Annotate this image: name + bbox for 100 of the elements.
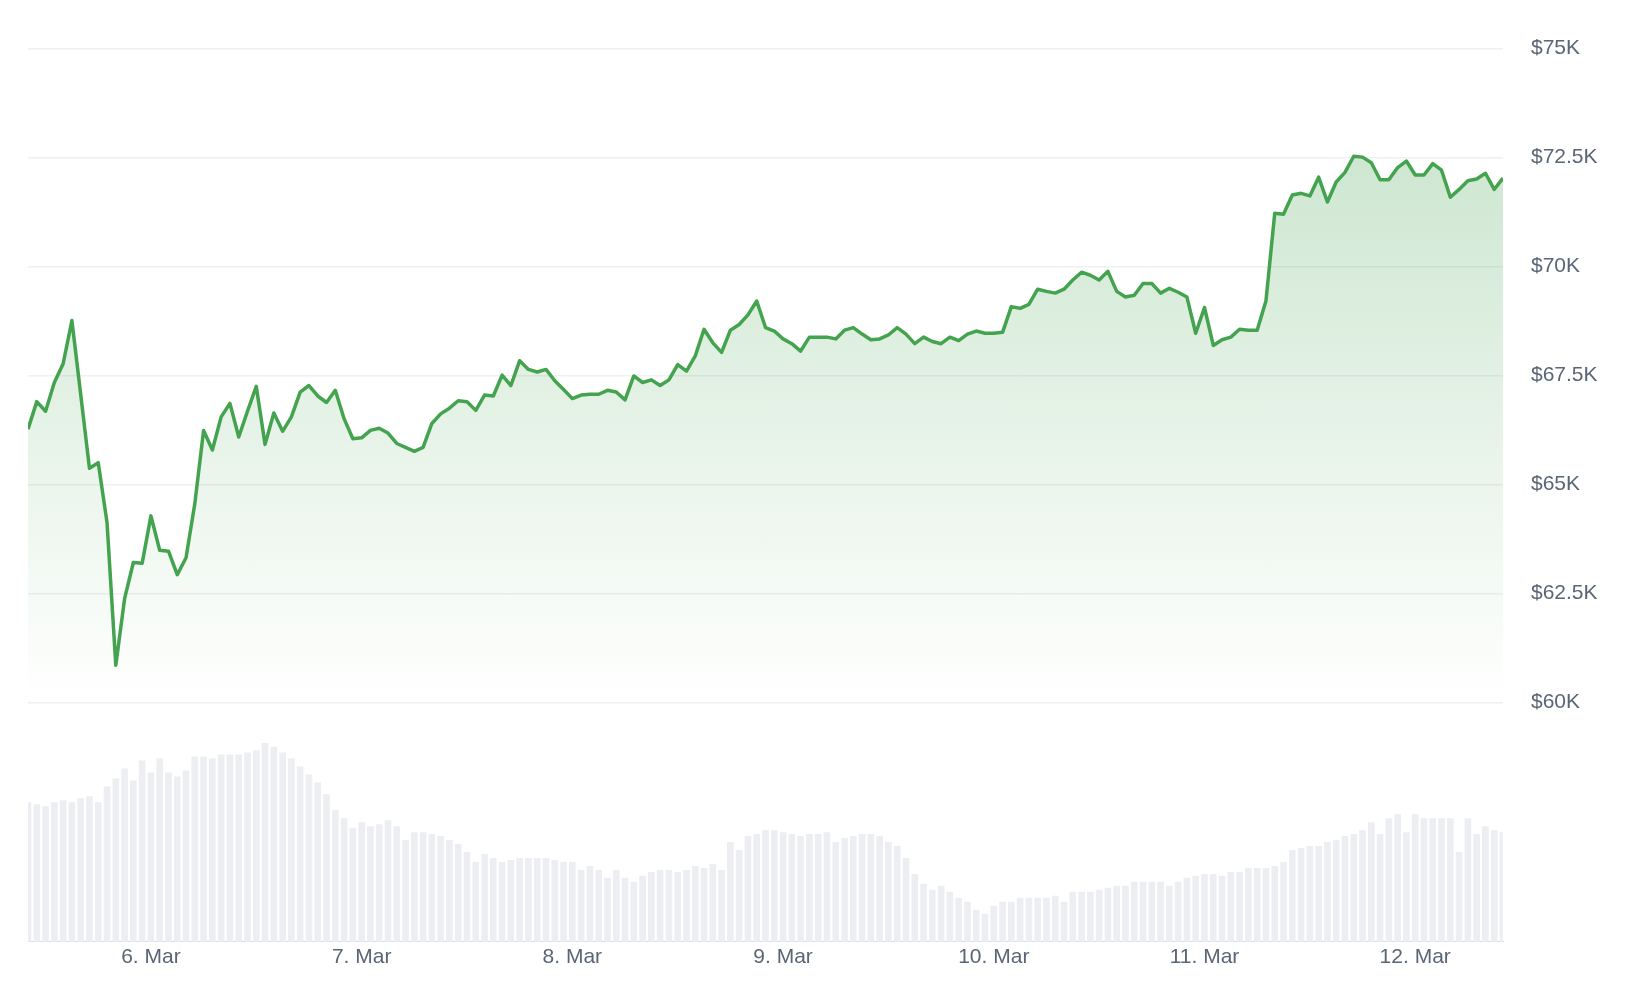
bar [770, 830, 778, 942]
bar [68, 802, 76, 942]
bar [990, 905, 998, 942]
bar [349, 828, 357, 942]
bar [384, 820, 392, 942]
x-tick-label: 8. Mar [542, 944, 603, 968]
bar [911, 873, 919, 942]
bar [1359, 830, 1366, 942]
bar [419, 832, 427, 942]
bar [428, 834, 436, 942]
bar [437, 836, 444, 942]
bar [472, 861, 480, 942]
bar [51, 802, 58, 942]
bar [323, 794, 330, 942]
bar [1403, 832, 1410, 942]
bar [569, 861, 576, 942]
bar [1008, 901, 1015, 942]
bar [367, 826, 374, 942]
bar [1078, 891, 1085, 942]
bar [279, 752, 286, 942]
bar [533, 857, 541, 942]
bar [156, 758, 164, 942]
y-tick-label: $65K [1531, 471, 1581, 495]
bar [147, 772, 155, 942]
bar [1438, 818, 1445, 942]
bar [1069, 891, 1077, 942]
bar [849, 836, 857, 942]
bar [1420, 818, 1428, 942]
bar [1051, 895, 1059, 942]
bar [1122, 885, 1129, 942]
bar [885, 842, 892, 942]
bar [551, 859, 559, 942]
bar [481, 854, 488, 942]
bar [1043, 897, 1050, 942]
bar [288, 758, 295, 942]
bar [1148, 881, 1156, 942]
y-tick-label: $60K [1531, 689, 1581, 713]
bar [490, 857, 497, 942]
bar [173, 776, 181, 942]
bar [858, 834, 866, 942]
x-tick-label: 6. Mar [121, 944, 181, 968]
bar [876, 836, 883, 942]
bar [261, 743, 269, 942]
bar [1201, 873, 1208, 942]
bar [358, 822, 365, 942]
bar [814, 834, 822, 942]
bar [454, 844, 462, 942]
bar [1227, 871, 1235, 942]
bar [59, 800, 67, 942]
bar [1350, 834, 1358, 942]
bar [1166, 885, 1173, 942]
bar [235, 754, 243, 942]
bar [964, 901, 971, 942]
x-tick-label: 7. Mar [331, 944, 392, 968]
x-tick-label: 10. Mar [958, 944, 1030, 968]
bar [972, 909, 980, 942]
bar [1315, 846, 1322, 942]
bar [1332, 840, 1340, 942]
bar [1482, 826, 1489, 942]
bar [1236, 871, 1243, 942]
bar [244, 752, 251, 942]
bar [999, 901, 1006, 942]
bar [639, 875, 646, 942]
bar [191, 756, 199, 942]
bar [1429, 818, 1437, 942]
bar [305, 774, 313, 942]
bar [630, 881, 638, 942]
bar [1385, 818, 1393, 942]
y-tick-label: $75K [1531, 35, 1581, 59]
bar [165, 772, 172, 942]
bar [1130, 881, 1138, 942]
bar [1367, 822, 1375, 942]
bar [77, 798, 85, 942]
bar [103, 786, 111, 942]
bar [604, 877, 611, 942]
bar [112, 778, 120, 942]
bar [560, 861, 567, 942]
bar [340, 818, 348, 942]
bar [209, 758, 216, 942]
bar [446, 840, 453, 942]
bar [1288, 850, 1296, 942]
bar [832, 842, 840, 942]
bar [797, 836, 804, 942]
bar [691, 865, 699, 942]
bar [314, 782, 322, 942]
x-tick-label: 9. Mar [753, 944, 813, 968]
bar [270, 746, 278, 942]
bar [674, 871, 682, 942]
bar [1280, 861, 1287, 942]
bar [928, 889, 936, 942]
x-tick-label: 12. Mar [1379, 944, 1451, 968]
bar [788, 834, 796, 942]
bar [779, 832, 787, 942]
bar [841, 838, 848, 942]
bar [1271, 865, 1279, 942]
bar [331, 810, 339, 942]
bar [1209, 873, 1217, 942]
y-tick-label: $70K [1531, 253, 1581, 277]
bar [867, 834, 875, 942]
bar [648, 871, 655, 942]
